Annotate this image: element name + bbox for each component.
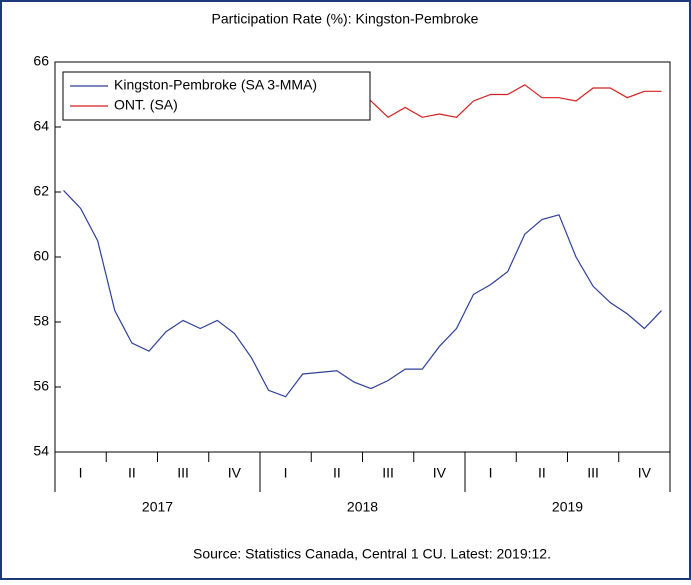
year-label: 2018: [347, 499, 378, 515]
quarter-label: III: [587, 465, 599, 481]
year-label: 2017: [142, 499, 173, 515]
year-label: 2019: [552, 499, 583, 515]
y-tick-label: 66: [33, 53, 49, 69]
legend-label: Kingston-Pembroke (SA 3-MMA): [114, 77, 317, 93]
quarter-label: III: [177, 465, 189, 481]
quarter-label: II: [128, 465, 136, 481]
data-line: [63, 189, 662, 398]
legend-box: [62, 71, 371, 121]
quarter-label: I: [79, 465, 83, 481]
quarter-label: II: [333, 465, 341, 481]
quarter-label: I: [284, 465, 288, 481]
source-note: Source: Statistics Canada, Central 1 CU.…: [193, 546, 551, 562]
y-tick-label: 58: [33, 313, 49, 329]
quarter-label: I: [489, 465, 493, 481]
quarter-label: III: [382, 465, 394, 481]
chart-title: Participation Rate (%): Kingston-Pembrok…: [212, 11, 479, 27]
quarter-label: IV: [433, 465, 447, 481]
y-tick-label: 56: [33, 378, 49, 394]
quarter-label: IV: [228, 465, 242, 481]
legend-label: ONT. (SA): [114, 97, 178, 113]
quarter-label: II: [538, 465, 546, 481]
y-tick-label: 54: [33, 443, 49, 459]
quarter-label: IV: [638, 465, 652, 481]
y-tick-label: 64: [33, 118, 49, 134]
y-tick-label: 60: [33, 248, 49, 264]
y-tick-label: 62: [33, 183, 49, 199]
